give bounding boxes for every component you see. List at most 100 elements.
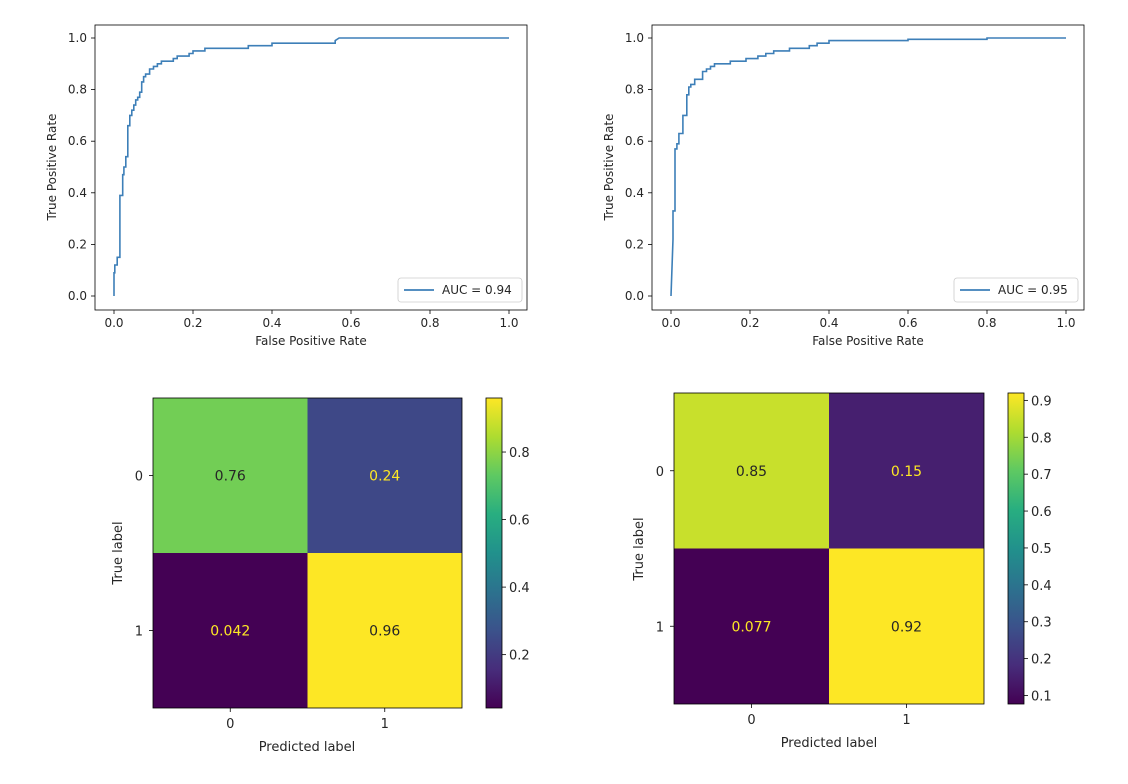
y-tick-label: 1 <box>135 625 143 640</box>
x-tick-label: 0.2 <box>740 316 759 330</box>
y-axis-ticks: 01 <box>135 470 153 640</box>
colorbar-tick-label: 0.2 <box>1031 653 1052 668</box>
y-tick-label: 0.8 <box>625 83 644 97</box>
x-axis-label: Predicted label <box>781 736 878 751</box>
cell-value-label: 0.15 <box>891 464 922 480</box>
colorbar-tick-label: 0.5 <box>1031 542 1052 557</box>
matrix-cell <box>153 553 308 708</box>
colorbar-tick-label: 0.8 <box>509 446 530 461</box>
y-axis-ticks: 01 <box>656 465 674 635</box>
colorbar-tick-label: 0.8 <box>1031 431 1052 446</box>
legend-label: AUC = 0.95 <box>998 283 1068 297</box>
y-axis-label: True Positive Rate <box>45 114 59 222</box>
cell-value-label: 0.24 <box>369 469 400 485</box>
colorbar-tick-label: 0.2 <box>509 649 530 664</box>
y-tick-label: 0.0 <box>625 289 644 303</box>
roc-chart-right: 0.0 0.2 0.4 0.6 0.8 1.0 0.0 0.2 0.4 0.6 0.8 1.0 Fa… <box>602 24 1085 348</box>
y-tick-label: 0 <box>135 470 143 485</box>
x-axis-label: Predicted label <box>259 740 356 755</box>
roc-chart-left: 0.0 0.2 0.4 0.6 0.8 1.0 0.0 0.2 0.4 0.6 0.8 1.0 Fa… <box>45 24 528 348</box>
legend: AUC = 0.94 <box>397 277 523 303</box>
legend-box <box>397 277 523 303</box>
x-tick-label: 1 <box>902 713 910 728</box>
x-tick-label: 0.2 <box>183 316 202 330</box>
matrix-frame <box>152 397 463 709</box>
roc-curve-line <box>113 37 509 296</box>
legend: AUC = 0.95 <box>953 277 1079 303</box>
colorbar-tick-label: 0.6 <box>1031 505 1052 520</box>
colorbar-tick-label: 0.4 <box>509 581 530 596</box>
x-tick-label: 0.0 <box>661 316 680 330</box>
x-tick-label: 0.6 <box>341 316 360 330</box>
x-axis-label: False Positive Rate <box>812 334 924 348</box>
colorbar-tick-label: 0.1 <box>1031 690 1052 705</box>
y-tick-label: 0.4 <box>625 186 644 200</box>
x-tick-label: 0 <box>747 713 755 728</box>
x-tick-label: 0 <box>226 717 234 732</box>
colorbar-tick-label: 0.6 <box>509 514 530 529</box>
axes-frame <box>651 24 1085 311</box>
y-axis-label: True label <box>111 521 126 585</box>
matrix-cell <box>153 398 308 553</box>
cell-value-label: 0.077 <box>731 619 771 635</box>
colorbar <box>1007 392 1025 705</box>
x-tick-label: 0.4 <box>262 316 281 330</box>
x-tick-label: 1 <box>381 717 389 732</box>
plot-area <box>95 25 527 310</box>
y-tick-label: 0.2 <box>625 237 644 251</box>
y-tick-label: 0.6 <box>68 134 87 148</box>
matrix-frame <box>673 392 985 705</box>
plot-area <box>652 25 1084 310</box>
x-tick-label: 0.4 <box>819 316 838 330</box>
x-tick-label: 0.8 <box>420 316 439 330</box>
matrix-cell <box>307 398 462 553</box>
axes-frame <box>94 24 528 311</box>
y-tick-label: 0.4 <box>68 186 87 200</box>
y-axis-label: True Positive Rate <box>602 114 616 222</box>
x-tick-label: 0.0 <box>104 316 123 330</box>
matrix-cell <box>674 548 829 704</box>
cell-value-label: 0.85 <box>736 464 767 480</box>
colorbar-tick-label: 0.7 <box>1031 468 1052 483</box>
y-tick-label: 0.0 <box>68 289 87 303</box>
cell-value-label: 0.042 <box>210 624 250 640</box>
cell-value-label: 0.92 <box>891 619 922 635</box>
x-tick-label: 1.0 <box>1056 316 1075 330</box>
cell-value-label: 0.96 <box>369 624 400 640</box>
y-tick-label: 1.0 <box>68 31 87 45</box>
colorbar <box>485 397 503 709</box>
colorbar-ticks: 0.2 0.4 0.6 0.8 <box>502 446 530 664</box>
matrix-cell <box>307 553 462 708</box>
y-axis-ticks: 0.0 0.2 0.4 0.6 0.8 1.0 <box>68 31 95 303</box>
y-tick-label: 1 <box>656 620 664 635</box>
colorbar-tick-label: 0.4 <box>1031 579 1052 594</box>
y-tick-label: 0.2 <box>68 237 87 251</box>
roc-curve-line <box>670 37 1066 297</box>
y-tick-label: 1.0 <box>625 31 644 45</box>
matrix-cells: 0.76 0.24 0.042 0.96 <box>153 398 462 708</box>
matrix-cell <box>674 393 829 549</box>
cell-value-label: 0.76 <box>215 469 246 485</box>
x-axis-ticks: 0.0 0.2 0.4 0.6 0.8 1.0 <box>661 310 1076 330</box>
matrix-cells: 0.85 0.15 0.077 0.92 <box>674 393 984 704</box>
y-tick-label: 0 <box>656 465 664 480</box>
x-axis-label: False Positive Rate <box>255 334 367 348</box>
y-axis-ticks: 0.0 0.2 0.4 0.6 0.8 1.0 <box>625 31 652 303</box>
matrix-cell <box>829 393 984 549</box>
x-tick-label: 0.6 <box>898 316 917 330</box>
matrix-cell <box>829 548 984 704</box>
legend-label: AUC = 0.94 <box>442 283 512 297</box>
x-tick-label: 1.0 <box>499 316 518 330</box>
y-axis-label: True label <box>632 517 647 581</box>
y-tick-label: 0.6 <box>625 134 644 148</box>
y-tick-label: 0.8 <box>68 83 87 97</box>
colorbar-tick-label: 0.3 <box>1031 616 1052 631</box>
x-tick-label: 0.8 <box>977 316 996 330</box>
x-axis-ticks: 0.0 0.2 0.4 0.6 0.8 1.0 <box>104 310 519 330</box>
colorbar-tick-label: 0.9 <box>1031 394 1052 409</box>
